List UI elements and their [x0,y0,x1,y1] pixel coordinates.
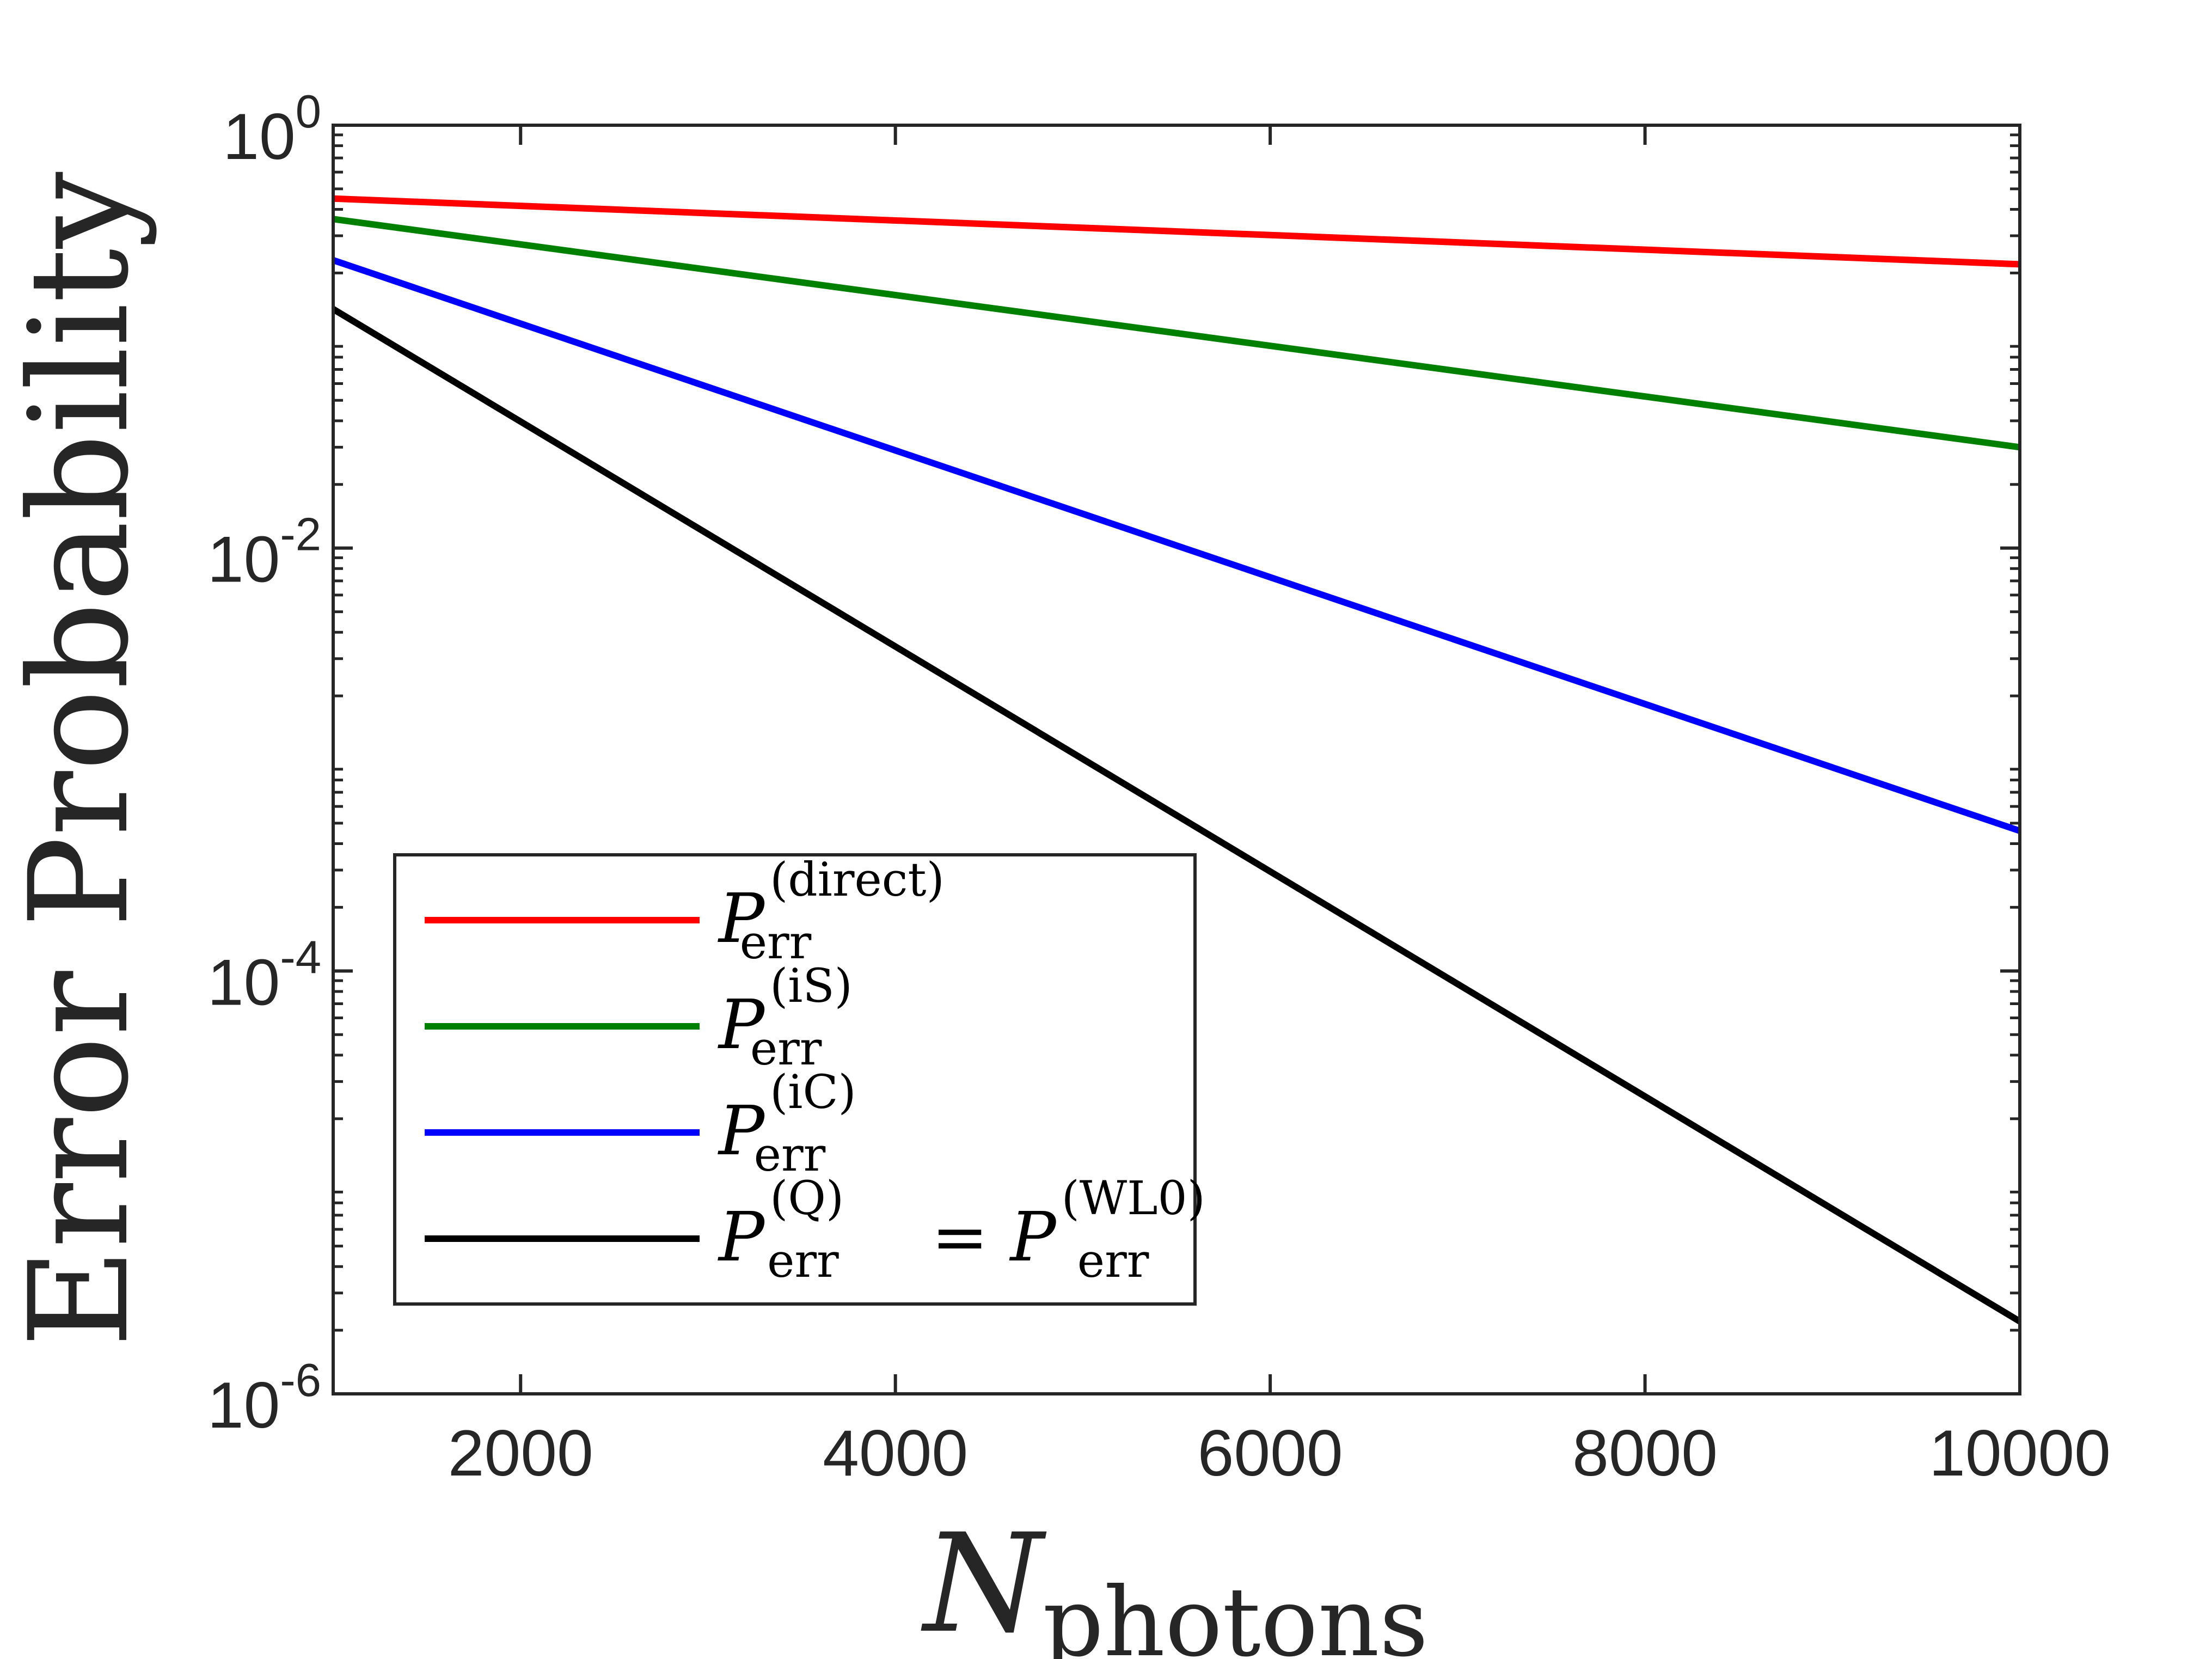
y-tick-exponent: -6 [280,1355,321,1406]
y-tick-label: 10-6 [207,1355,321,1442]
legend-label-main: P [718,1092,765,1171]
series-line-direct [333,195,2020,268]
series-line-Q [331,306,2022,1325]
y-tick-base: 10 [207,946,280,1019]
legend-box [393,853,1197,1306]
legend-label-main: P [718,985,765,1064]
legend-label-main: P [718,879,765,958]
legend-label-sub: err [1077,1234,1149,1288]
legend-label-sup: (direct) [770,853,945,907]
series-line-iC [332,257,2021,834]
legend-label-Q: P (Q) err = P (WL0) err [718,1172,1205,1288]
x-axis-title: Nphotons [921,1504,1428,1659]
legend-label-sup: (Q) [770,1172,844,1226]
legend-label-sub: err [750,1022,822,1076]
x-tick-label: 8000 [1572,1417,1718,1490]
legend-label-sup: (iC) [770,1066,856,1119]
x-tick-label: 2000 [448,1417,593,1490]
legend-label-sub: err [754,1128,826,1182]
legend-label-main: P [1009,1198,1057,1277]
y-tick-exponent: 0 [296,86,321,138]
y-tick-label: 100 [223,86,321,173]
y-tick-base: 10 [207,1369,280,1442]
y-tick-label: 10-2 [207,509,321,596]
x-tick-label: 4000 [823,1417,968,1490]
plot-frame [332,124,2021,1395]
legend-label-sup: (iS) [770,959,853,1013]
series-lines [331,195,2022,1325]
x-tick-label: 10000 [1929,1417,2111,1490]
x-tick-labels: 2000 4000 6000 8000 10000 [448,1417,2111,1490]
y-tick-base: 10 [223,100,295,173]
legend-label-sub: err [767,1234,839,1288]
legend-label-direct: P (direct) err [718,853,945,970]
x-axis-title-main: N [921,1504,1046,1659]
legend-label-iC: P (iC) err [718,1066,856,1182]
y-tick-exponent: -2 [280,509,321,561]
y-tick-label: 10-4 [207,932,321,1019]
x-axis-title-subscript: photons [1043,1568,1428,1659]
legend-label-main: P [718,1198,765,1277]
legend-label-sup: (WL0) [1062,1172,1205,1226]
y-axis-title: Error Probability [0,172,158,1348]
series-line-iS [333,216,2020,451]
legend-label-iS: P (iS) err [718,959,853,1076]
y-tick-exponent: -4 [280,932,321,983]
x-tick-label: 6000 [1198,1417,1343,1490]
y-tick-base: 10 [207,523,280,596]
legend-label-sub: err [740,916,812,970]
legend-label-eq: = [932,1198,989,1277]
